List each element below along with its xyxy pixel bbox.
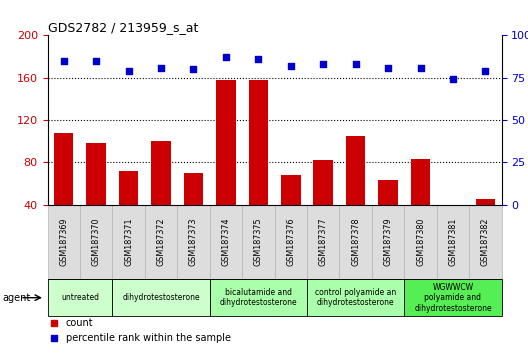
Point <box>287 63 295 69</box>
Text: GSM187373: GSM187373 <box>189 218 198 266</box>
Bar <box>112 279 210 316</box>
Bar <box>404 205 437 279</box>
Bar <box>152 141 171 247</box>
Text: GSM187377: GSM187377 <box>319 218 328 266</box>
Bar <box>184 173 203 247</box>
Point <box>222 55 230 60</box>
Point <box>449 76 457 82</box>
Bar <box>443 205 463 247</box>
Bar <box>216 80 235 247</box>
Bar <box>242 205 275 279</box>
Text: percentile rank within the sample: percentile rank within the sample <box>65 333 231 343</box>
Point <box>384 65 392 70</box>
Bar <box>346 136 365 247</box>
Bar <box>411 159 430 247</box>
Text: GSM187369: GSM187369 <box>59 218 68 266</box>
Text: GSM187379: GSM187379 <box>383 218 393 266</box>
Bar <box>476 199 495 247</box>
Bar <box>314 160 333 247</box>
Point <box>481 68 489 74</box>
Text: control polyamide an
dihydrotestosterone: control polyamide an dihydrotestosterone <box>315 288 397 307</box>
Text: GSM187372: GSM187372 <box>156 218 166 266</box>
Bar <box>145 205 177 279</box>
Bar <box>54 133 73 247</box>
Bar <box>249 80 268 247</box>
Text: dihydrotestosterone: dihydrotestosterone <box>122 293 200 302</box>
Text: GSM187378: GSM187378 <box>351 218 360 266</box>
Bar <box>404 279 502 316</box>
Bar <box>177 205 210 279</box>
Bar <box>48 279 112 316</box>
Bar <box>379 180 398 247</box>
Point <box>125 68 133 74</box>
Bar <box>372 205 404 279</box>
Bar <box>307 205 340 279</box>
Bar <box>80 205 112 279</box>
Text: GSM187370: GSM187370 <box>92 218 101 266</box>
Text: agent: agent <box>3 293 31 303</box>
Text: GSM187376: GSM187376 <box>286 218 295 266</box>
Text: GSM187380: GSM187380 <box>416 218 425 266</box>
Text: GSM187371: GSM187371 <box>124 218 133 266</box>
Point <box>319 61 327 67</box>
Text: untreated: untreated <box>61 293 99 302</box>
Point <box>157 65 165 70</box>
Text: count: count <box>65 318 93 328</box>
Bar <box>307 279 404 316</box>
Text: GSM187375: GSM187375 <box>254 218 263 266</box>
Point <box>254 56 262 62</box>
Bar <box>48 205 80 279</box>
Bar <box>437 205 469 279</box>
Bar <box>340 205 372 279</box>
Point <box>92 58 100 64</box>
Bar <box>210 279 307 316</box>
Point <box>416 65 425 70</box>
Text: WGWWCW
polyamide and
dihydrotestosterone: WGWWCW polyamide and dihydrotestosterone <box>414 283 492 313</box>
Bar <box>112 205 145 279</box>
Text: bicalutamide and
dihydrotestosterone: bicalutamide and dihydrotestosterone <box>220 288 297 307</box>
Bar <box>469 205 502 279</box>
Text: GDS2782 / 213959_s_at: GDS2782 / 213959_s_at <box>48 21 198 34</box>
Point <box>352 61 360 67</box>
Bar <box>119 171 138 247</box>
Text: GSM187381: GSM187381 <box>448 218 457 266</box>
Point <box>60 58 68 64</box>
Text: GSM187382: GSM187382 <box>481 218 490 266</box>
Bar <box>275 205 307 279</box>
Bar <box>281 175 300 247</box>
Bar <box>210 205 242 279</box>
Text: GSM187374: GSM187374 <box>221 218 230 266</box>
Bar <box>87 143 106 247</box>
Point <box>189 67 197 72</box>
